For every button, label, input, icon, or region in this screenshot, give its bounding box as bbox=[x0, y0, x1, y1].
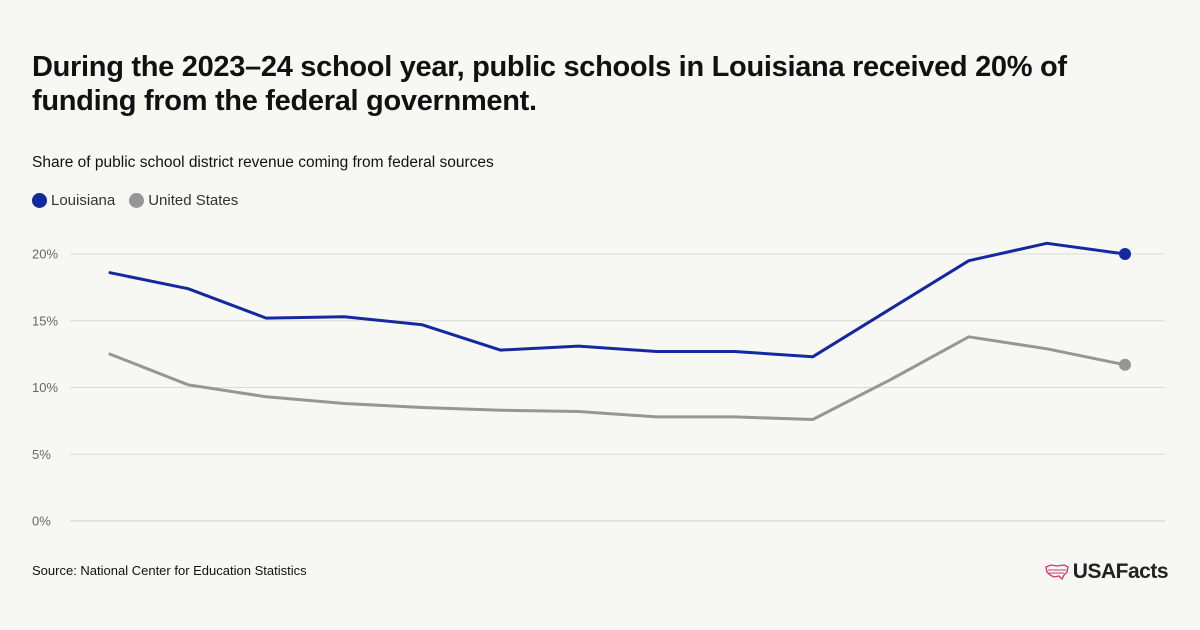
y-tick-label: 5% bbox=[32, 447, 51, 462]
y-tick-label: 0% bbox=[32, 514, 51, 529]
legend-swatch-louisiana bbox=[32, 193, 47, 208]
us-map-icon bbox=[1045, 564, 1069, 581]
series-line-united-states bbox=[108, 335, 1127, 421]
y-tick-label: 20% bbox=[32, 247, 58, 262]
endpoint-united-states bbox=[1119, 358, 1131, 371]
chart-subtitle: Share of public school district revenue … bbox=[32, 154, 494, 171]
legend-item-united-states: United States bbox=[129, 192, 238, 209]
legend-swatch-united-states bbox=[129, 193, 145, 208]
legend: Louisiana United States bbox=[32, 192, 252, 209]
legend-label-louisiana: Louisiana bbox=[51, 192, 116, 209]
y-tick-label: 10% bbox=[32, 380, 58, 395]
endpoint-louisiana bbox=[1119, 248, 1131, 260]
brand-name: USAFacts bbox=[1072, 560, 1169, 583]
series-line-louisiana bbox=[108, 241, 1127, 359]
brand-logo: USAFacts bbox=[1045, 560, 1169, 584]
chart-title: During the 2023–24 school year, public s… bbox=[32, 51, 1067, 117]
y-tick-label: 15% bbox=[32, 313, 58, 328]
legend-item-louisiana: Louisiana bbox=[32, 192, 115, 209]
source-note: Source: National Center for Education St… bbox=[32, 563, 307, 578]
legend-label-united-states: United States bbox=[148, 192, 239, 209]
